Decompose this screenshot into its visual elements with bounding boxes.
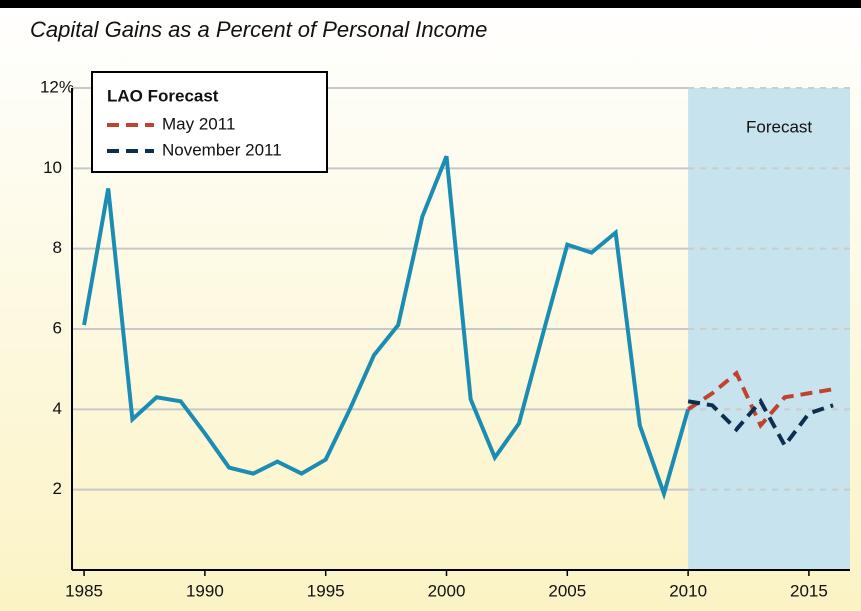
x-tick-label: 2005: [548, 581, 586, 600]
x-tick-label: 2000: [428, 581, 466, 600]
series-line: [82, 155, 691, 501]
forecast-label: Forecast: [746, 117, 812, 136]
x-tick-label: 2015: [790, 581, 828, 600]
series-line: [687, 397, 834, 450]
x-tick-label: 1990: [186, 581, 224, 600]
legend-title: LAO Forecast: [107, 86, 219, 105]
top-bar: [0, 0, 861, 8]
legend-label: November 2011: [162, 140, 282, 159]
y-tick-label: 4: [53, 399, 62, 418]
legend-label: May 2011: [162, 114, 235, 133]
y-tick-label: 2: [53, 479, 62, 498]
y-tick-label: 8: [53, 238, 62, 257]
chart-title: Capital Gains as a Percent of Personal I…: [30, 17, 487, 42]
series-line: [687, 369, 834, 430]
x-tick-label: 1985: [65, 581, 103, 600]
x-tick-label: 2010: [669, 581, 707, 600]
legend-box: [91, 71, 328, 173]
y-tick-label: 6: [53, 318, 62, 337]
y-tick-label: 12%: [40, 77, 74, 96]
x-tick-label: 1995: [307, 581, 345, 600]
y-tick-label: 10: [43, 158, 62, 177]
